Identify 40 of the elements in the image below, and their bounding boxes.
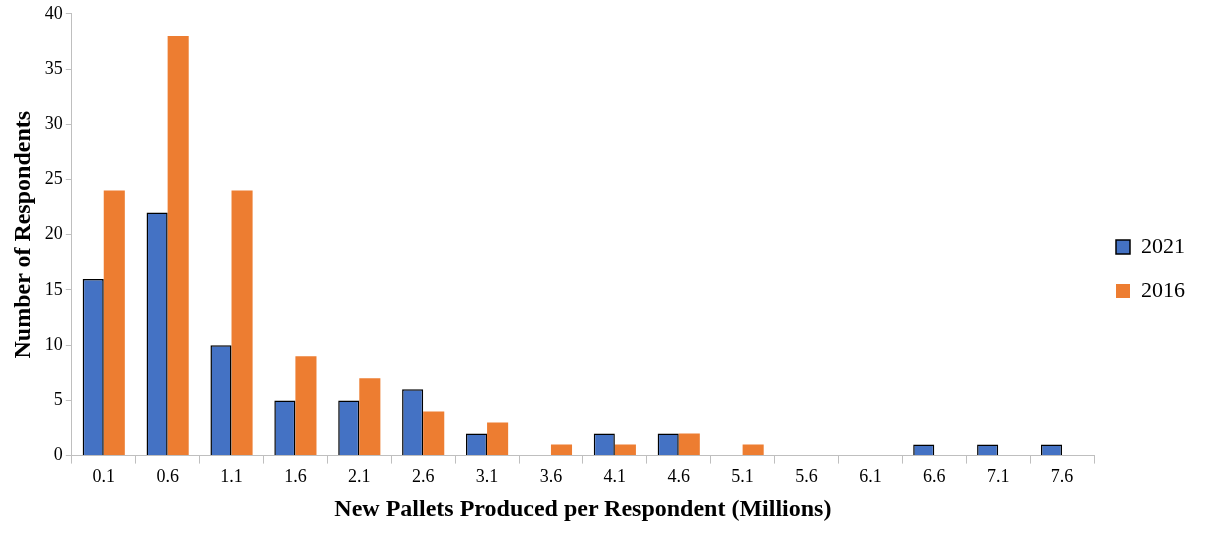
bar: [295, 356, 317, 456]
legend-label: 2016: [1141, 276, 1185, 302]
bar: [103, 190, 125, 456]
x-tick-label: 2.1: [348, 466, 371, 487]
bar: [231, 190, 253, 456]
x-tick-label: 6.6: [923, 466, 946, 487]
y-tick-label: 15: [44, 278, 63, 299]
legend-label: 2021: [1141, 232, 1185, 258]
x-tick-label: 0.6: [156, 466, 179, 487]
x-tick-label: 5.6: [795, 466, 818, 487]
y-tick-label: 35: [44, 57, 63, 78]
x-tick-label: 2.6: [411, 466, 435, 487]
bar: [487, 422, 509, 456]
x-tick-label: 6.1: [859, 466, 882, 487]
x-tick-label: 7.6: [1050, 466, 1074, 487]
y-tick-label: 10: [44, 333, 63, 354]
y-tick-label: 25: [44, 168, 63, 189]
y-tick-label: 30: [44, 112, 63, 133]
bar: [423, 411, 445, 456]
bar: [678, 433, 700, 456]
x-tick-label: 7.1: [986, 466, 1010, 487]
x-tick-label: 4.1: [603, 466, 627, 487]
x-tick-label: 5.1: [731, 466, 754, 487]
y-tick-label: 0: [53, 444, 63, 465]
x-axis-title: New Pallets Produced per Respondent (Millions): [334, 494, 832, 521]
bar: [742, 444, 764, 456]
y-tick-label: 20: [44, 223, 63, 244]
x-tick-label: 3.6: [539, 466, 563, 487]
y-tick-label: 40: [44, 2, 63, 23]
x-tick-label: 1.6: [284, 466, 307, 487]
bar: [167, 35, 189, 456]
bar: [359, 378, 381, 456]
y-axis-title: Number of Respondents: [8, 110, 35, 359]
x-tick-label: 4.6: [667, 466, 690, 487]
x-tick-label: 1.1: [220, 466, 243, 487]
bar: [614, 444, 636, 456]
x-tick-label: 0.1: [92, 466, 115, 487]
y-tick-label: 5: [53, 389, 63, 410]
x-tick-label: 3.1: [475, 466, 499, 487]
bar: [550, 444, 573, 456]
